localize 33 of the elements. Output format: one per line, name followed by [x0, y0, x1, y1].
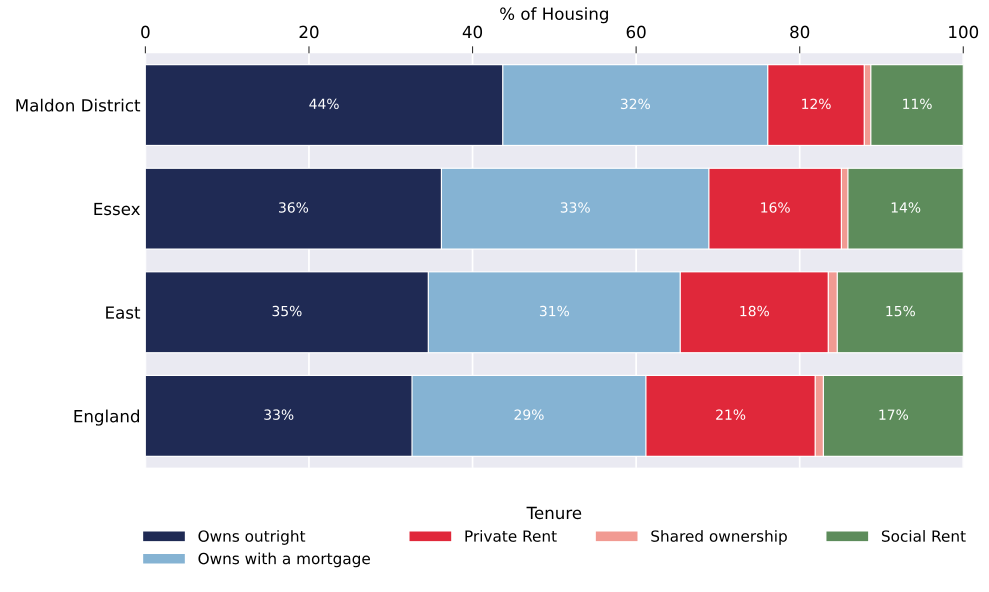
data-label: 15% [886, 306, 915, 316]
x-axis-title: % of Housing [500, 7, 608, 24]
y-tick-label: Maldon District [16, 98, 140, 112]
legend-label: Social Rent [882, 530, 966, 542]
data-label: 16% [761, 202, 790, 213]
legend-label: Owns outright [198, 530, 306, 545]
y-tick-label: England [74, 410, 140, 426]
data-label: 33% [560, 202, 590, 213]
data-label: 36% [279, 202, 308, 213]
legend-title: Tenure [526, 506, 582, 520]
data-label: 12% [802, 98, 831, 110]
data-label: 11% [903, 98, 932, 110]
data-label: 17% [879, 409, 908, 420]
legend-label: Owns with a mortgage [198, 552, 370, 568]
data-label: 21% [716, 409, 746, 420]
data-label: 32% [620, 98, 650, 110]
legend-label: Shared ownership [651, 530, 787, 545]
y-tick-label: East [106, 306, 140, 319]
x-tick-label: 80 [790, 26, 810, 38]
x-tick-label: 40 [462, 26, 482, 38]
x-tick-label: 20 [300, 26, 318, 38]
data-label: 44% [309, 98, 339, 110]
x-tick-label: 60 [626, 26, 646, 38]
x-tick-label: 100 [949, 26, 978, 38]
data-label: 29% [514, 409, 544, 420]
data-label: 35% [272, 306, 302, 316]
x-tick-label: 0 [141, 26, 150, 38]
y-tick-label: Essex [94, 202, 140, 216]
data-label: 18% [740, 306, 769, 316]
data-label: 33% [264, 409, 294, 420]
data-label: 14% [892, 202, 920, 213]
data-label: 31% [540, 306, 570, 316]
legend-label: Private Rent [465, 530, 557, 542]
